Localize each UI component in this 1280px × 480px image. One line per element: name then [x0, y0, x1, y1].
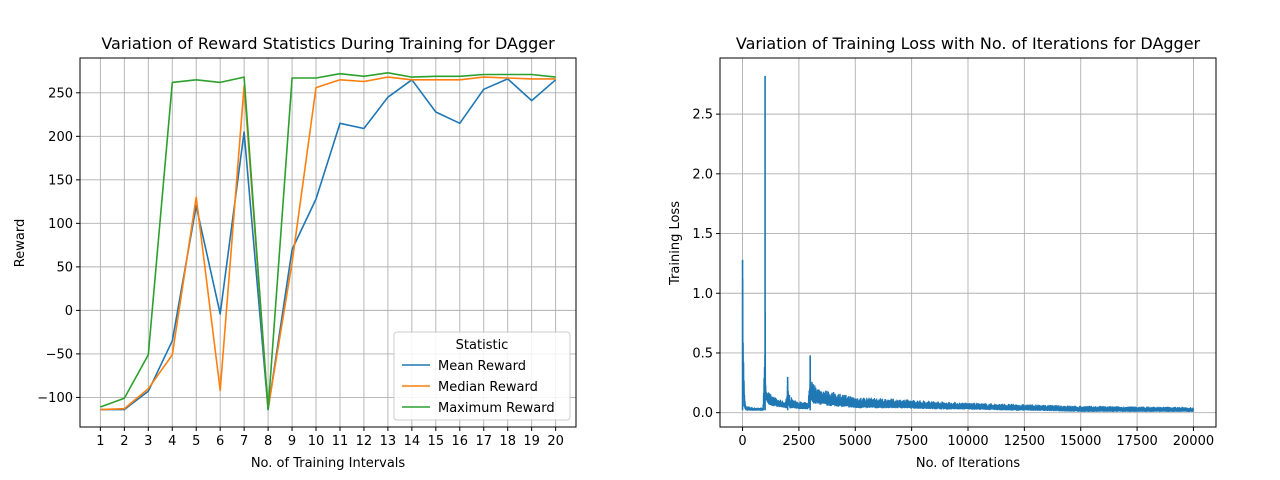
x-tick-label: 15000 — [1060, 434, 1101, 449]
loss-chart-ylabel: Training Loss — [668, 201, 683, 286]
loss-chart: Variation of Training Loss with No. of I… — [668, 34, 1217, 471]
y-tick-label: 200 — [48, 130, 73, 145]
x-tick-label: 10000 — [947, 434, 988, 449]
reward-plot-frame — [79, 57, 577, 428]
series-line-training-loss — [741, 278, 1195, 413]
x-tick-label: 13 — [380, 434, 397, 449]
y-tick-label: 0.0 — [692, 406, 713, 421]
y-tick-label: 0 — [65, 304, 73, 319]
reward-chart-ylabel: Reward — [13, 219, 28, 267]
y-tick-label: 100 — [48, 217, 73, 232]
loss-chart-title: Variation of Training Loss with No. of I… — [736, 34, 1201, 53]
legend-title: Statistic — [456, 338, 509, 353]
loss-series — [741, 75, 1195, 413]
x-tick-label: 12500 — [1004, 434, 1045, 449]
x-tick-label: 20 — [547, 434, 564, 449]
reward-ticks: 1 2 3 4 5 6 7 8 9 10 11 12 13 14 15 16 17 18 19 20−100−5005… — [37, 86, 564, 449]
x-tick-label: 5 — [192, 434, 200, 449]
x-tick-label: 5000 — [839, 434, 872, 449]
reward-series — [100, 72, 557, 411]
y-tick-label: 2.5 — [692, 108, 713, 123]
y-tick-label: 0.5 — [692, 346, 713, 361]
x-tick-label: 0 — [738, 434, 746, 449]
loss-grid — [720, 58, 1216, 427]
y-tick-label: 1.5 — [692, 227, 713, 242]
x-tick-label: 17500 — [1116, 434, 1157, 449]
x-tick-label: 8 — [264, 434, 272, 449]
y-tick-label: 50 — [56, 260, 73, 275]
legend-label: Median Reward — [438, 380, 538, 395]
loss-ticks: 0 2500 5000 7500 10000 12500 15000 17500 20000 0.… — [692, 108, 1214, 449]
x-tick-label: 7 — [240, 434, 248, 449]
legend-label: Mean Reward — [438, 359, 526, 374]
x-tick-label: 11 — [332, 434, 349, 449]
y-tick-label: 2.0 — [692, 167, 713, 182]
x-tick-label: 20000 — [1173, 434, 1214, 449]
y-tick-label: −50 — [46, 347, 73, 362]
x-tick-label: 17 — [475, 434, 492, 449]
legend-label: Maximum Reward — [438, 401, 555, 416]
x-tick-label: 10 — [308, 434, 325, 449]
x-tick-label: 2 — [120, 434, 128, 449]
x-tick-label: 4 — [168, 434, 176, 449]
y-tick-label: −100 — [37, 391, 73, 406]
series-line-mean-reward — [100, 78, 557, 411]
reward-legend: Statistic Mean Reward Median Reward Maximu… — [393, 331, 571, 421]
x-tick-label: 14 — [404, 434, 421, 449]
y-tick-label: 150 — [48, 173, 73, 188]
x-tick-label: 12 — [356, 434, 373, 449]
x-tick-label: 3 — [144, 434, 152, 449]
loss-chart-xlabel: No. of Iterations — [916, 456, 1021, 471]
series-line-maximum-reward — [100, 72, 556, 411]
x-tick-label: 6 — [216, 434, 224, 449]
reward-chart-xlabel: No. of Training Intervals — [251, 456, 406, 471]
x-tick-label: 16 — [452, 434, 469, 449]
reward-chart-title: Variation of Reward Statistics During Tr… — [101, 34, 555, 53]
series-line-median-reward — [100, 76, 556, 411]
reward-chart: Variation of Reward Statistics During Tr… — [13, 34, 577, 471]
y-tick-label: 250 — [48, 86, 73, 101]
x-tick-label: 7500 — [895, 434, 928, 449]
x-tick-label: 2500 — [782, 434, 815, 449]
x-tick-label: 1 — [96, 434, 104, 449]
x-tick-label: 15 — [428, 434, 445, 449]
x-tick-label: 9 — [288, 434, 296, 449]
x-tick-label: 18 — [499, 434, 516, 449]
legend-box — [393, 331, 571, 421]
x-tick-label: 19 — [523, 434, 540, 449]
y-tick-label: 1.0 — [692, 287, 713, 302]
